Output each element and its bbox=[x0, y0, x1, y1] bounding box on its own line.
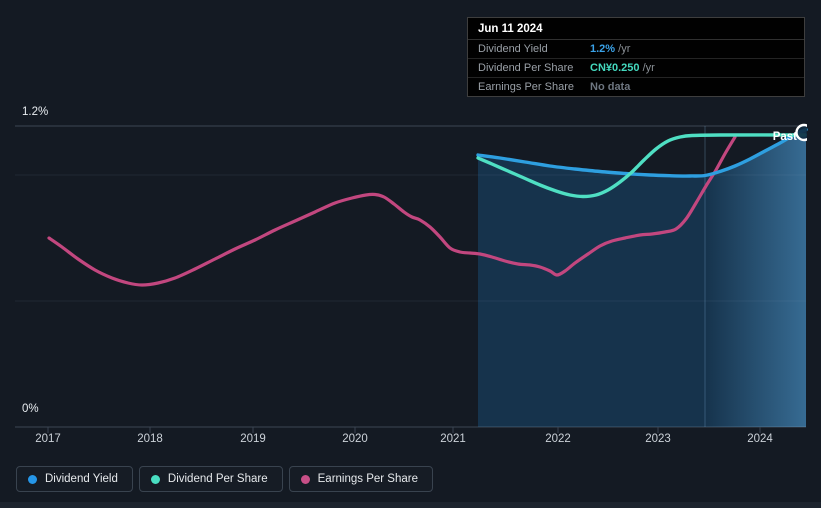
x-axis-label-2018: 2018 bbox=[137, 433, 163, 445]
past-region-label: Past bbox=[772, 131, 797, 143]
legend-label: Earnings Per Share bbox=[317, 473, 418, 485]
tooltip-row-value: CN¥0.250 /yr bbox=[590, 62, 655, 74]
x-axis-label-2024: 2024 bbox=[747, 433, 773, 445]
tooltip-row-value: 1.2% /yr bbox=[590, 43, 631, 55]
dividend-history-chart[interactable] bbox=[0, 0, 821, 460]
tooltip-row-value: No data bbox=[590, 81, 631, 93]
y-axis-label-bottom: 0% bbox=[22, 403, 39, 415]
current-date-marker[interactable] bbox=[795, 123, 812, 142]
x-axis-label-2017: 2017 bbox=[35, 433, 61, 445]
tooltip-row-label: Dividend Yield bbox=[478, 43, 548, 55]
dividend-per-share-line bbox=[476, 133, 807, 199]
tooltip-row-label: Dividend Per Share bbox=[478, 62, 574, 74]
legend-chip-earnings-per-share[interactable]: Earnings Per Share bbox=[288, 466, 433, 492]
tooltip-row: Dividend Per Share CN¥0.250 /yr bbox=[468, 58, 804, 77]
legend-label: Dividend Yield bbox=[45, 473, 118, 485]
dividend-yield-line bbox=[476, 127, 808, 178]
x-axis-label-2020: 2020 bbox=[342, 433, 368, 445]
legend-chip-dividend-per-share[interactable]: Dividend Per Share bbox=[138, 466, 283, 492]
x-axis-label-2019: 2019 bbox=[240, 433, 266, 445]
chart-legend: Dividend Yield Dividend Per Share Earnings… bbox=[16, 466, 433, 492]
legend-label: Dividend Per Share bbox=[167, 473, 268, 485]
x-axis-label-2021: 2021 bbox=[440, 433, 466, 445]
tooltip-date: Jun 11 2024 bbox=[468, 18, 804, 40]
legend-dot-icon bbox=[28, 474, 37, 484]
legend-chip-dividend-yield[interactable]: Dividend Yield bbox=[16, 466, 133, 492]
tooltip-rows: Dividend Yield 1.2% /yr Dividend Per Share… bbox=[468, 40, 804, 96]
earnings-per-share-line bbox=[47, 135, 737, 287]
bottom-card-edge bbox=[0, 502, 821, 508]
legend-dot-icon bbox=[300, 474, 310, 484]
x-axis-label-2023: 2023 bbox=[645, 433, 671, 445]
y-axis-label-top: 1.2% bbox=[22, 106, 49, 118]
x-axis-label-2022: 2022 bbox=[545, 433, 571, 445]
tooltip-row: Dividend Yield 1.2% /yr bbox=[468, 40, 804, 58]
legend-dot-icon bbox=[150, 474, 160, 484]
tooltip-row: Earnings Per Share No data bbox=[468, 77, 804, 96]
tooltip-row-label: Earnings Per Share bbox=[478, 81, 574, 93]
recent-band-glow bbox=[705, 129, 806, 427]
chart-tooltip: Jun 11 2024 Dividend Yield 1.2% /yr Divide… bbox=[467, 17, 805, 97]
